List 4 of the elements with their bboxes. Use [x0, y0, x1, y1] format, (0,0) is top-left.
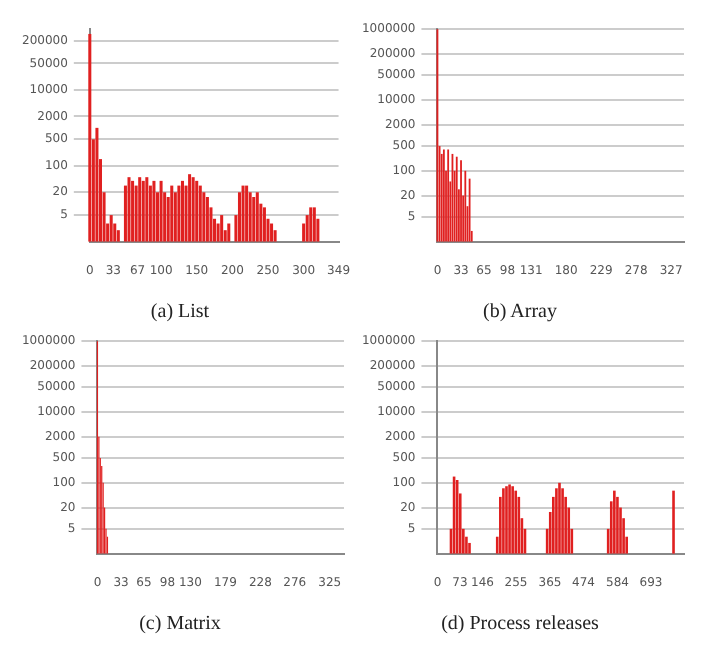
text: (c) Matrix	[139, 613, 221, 636]
text: (d) Process releases	[441, 613, 600, 636]
text: (a) List	[150, 301, 210, 324]
text: (b) Array	[483, 301, 557, 324]
